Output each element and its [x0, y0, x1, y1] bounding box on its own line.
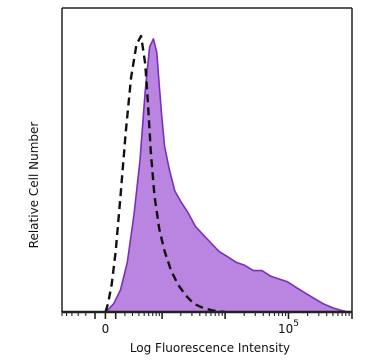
stained-histogram-area: [106, 39, 350, 312]
x-tick-labels: 0 105: [102, 319, 299, 336]
x-axis-label: Log Fluorescence Intensity: [130, 341, 290, 355]
x-tick-label: 0: [102, 322, 110, 336]
series-layer: [106, 36, 350, 312]
x-tick-label: 105: [278, 319, 299, 336]
y-axis-label: Relative Cell Number: [27, 122, 41, 249]
